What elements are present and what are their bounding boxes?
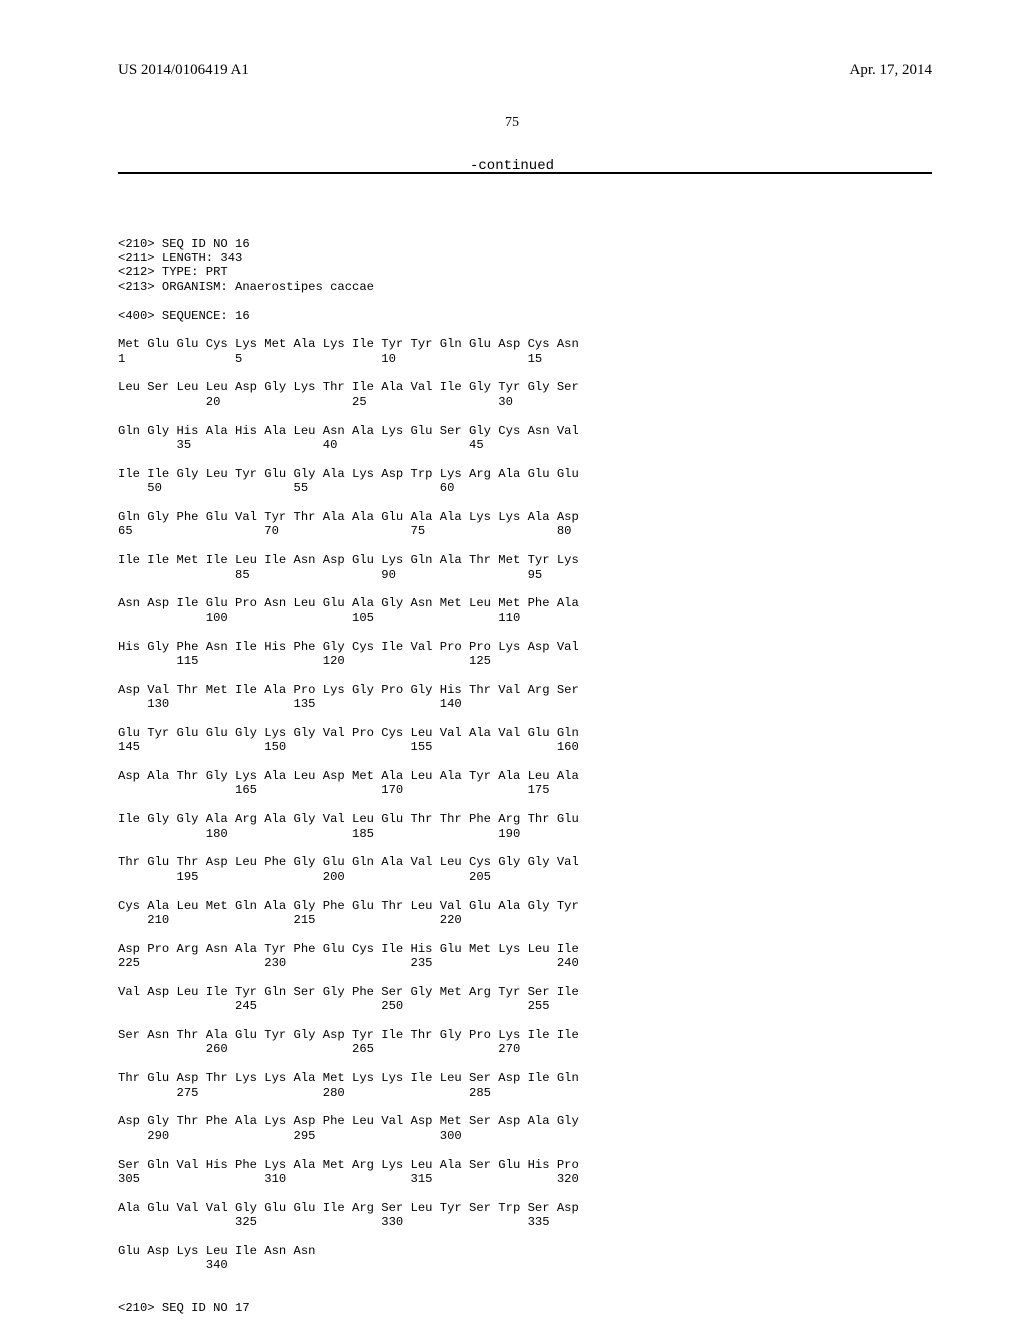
page-root: US 2014/0106419 A1 Apr. 17, 2014 75 -con… xyxy=(0,0,1024,1320)
horizontal-rule xyxy=(118,172,932,174)
page-number: 75 xyxy=(0,115,1024,131)
sequence-listing: <210> SEQ ID NO 16 <211> LENGTH: 343 <21… xyxy=(118,222,579,1316)
publication-date: Apr. 17, 2014 xyxy=(850,62,933,79)
publication-number: US 2014/0106419 A1 xyxy=(118,62,249,79)
